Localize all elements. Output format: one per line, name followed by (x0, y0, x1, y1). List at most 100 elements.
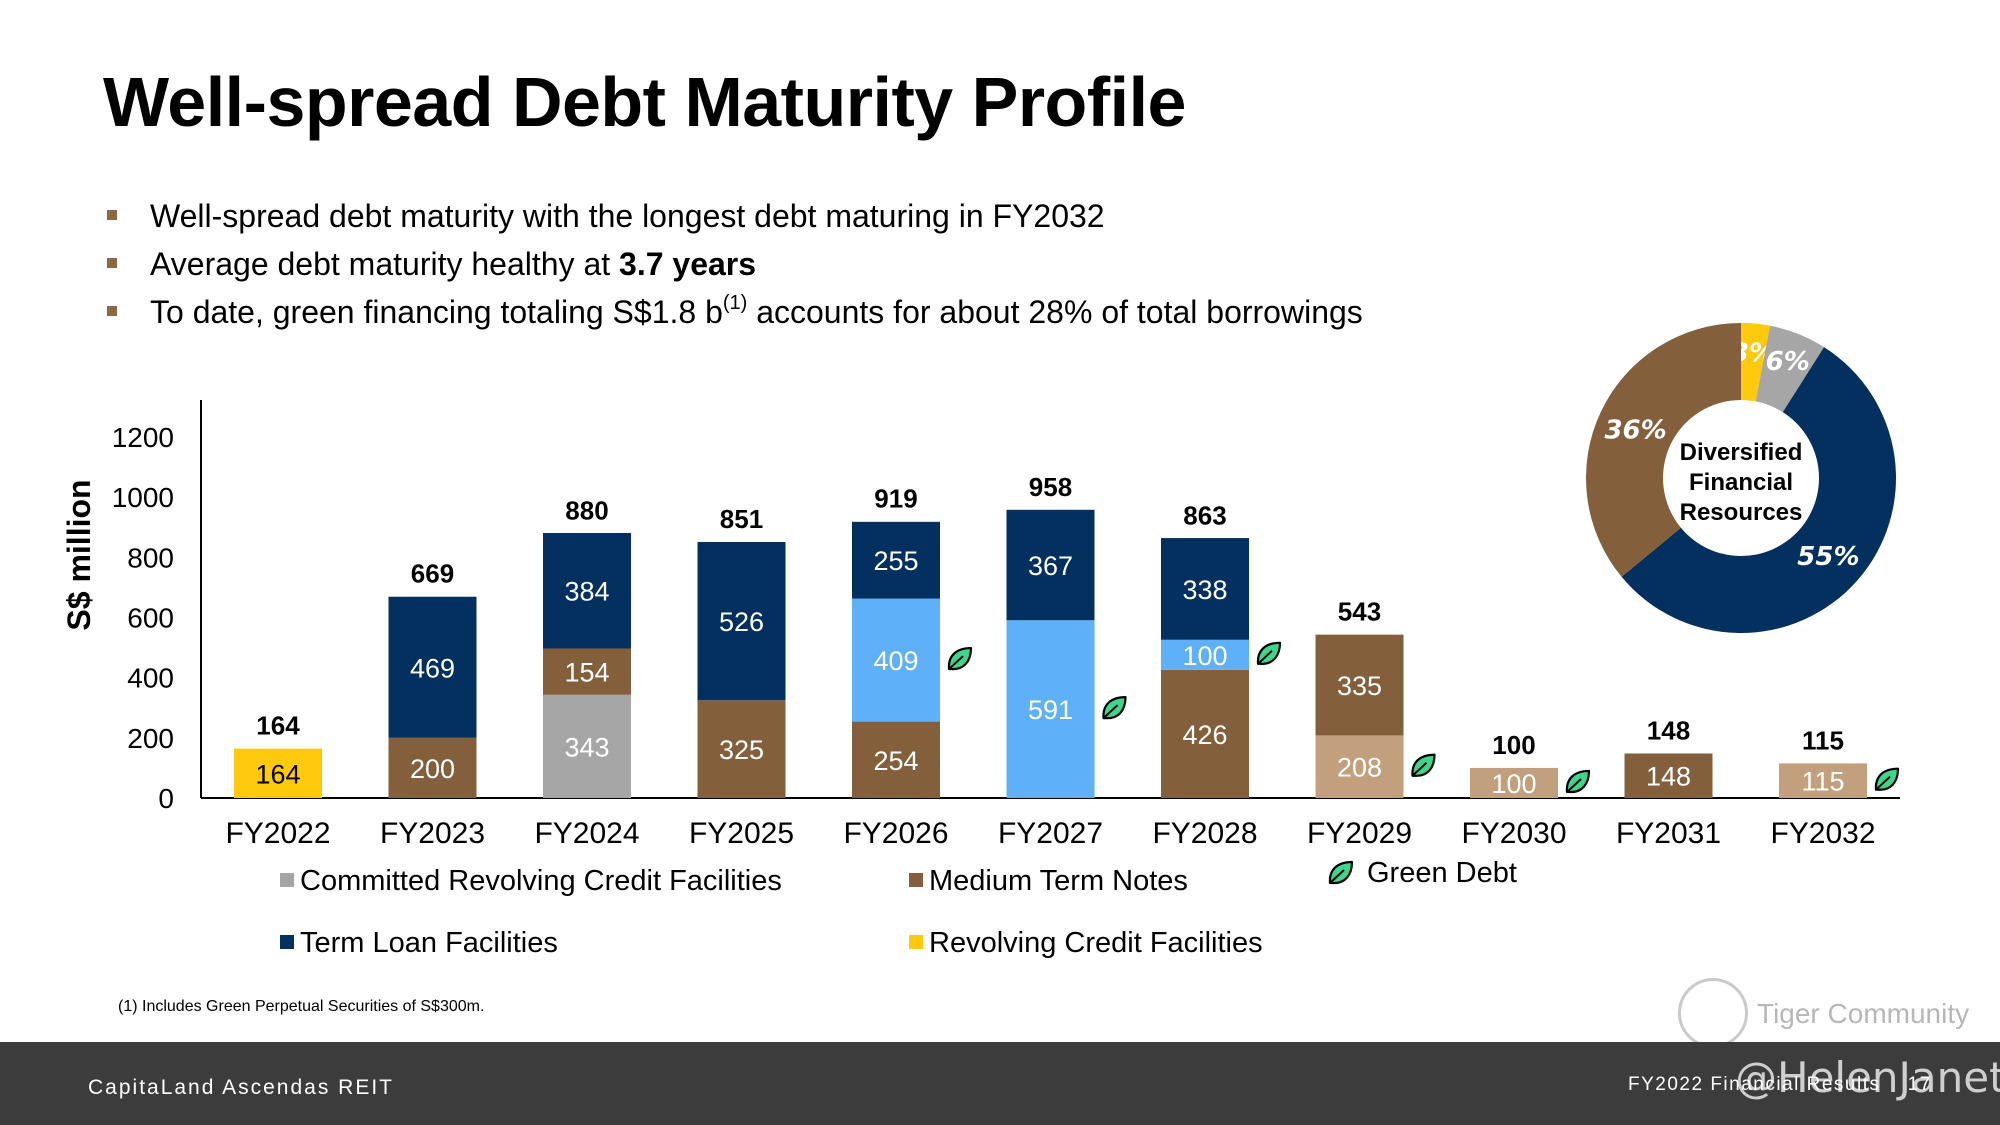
legend-green-leaf-icon (1328, 860, 1354, 885)
segment-value-label: 164 (255, 759, 300, 789)
legend-swatch (909, 873, 923, 887)
page-number: 17 (1907, 1074, 1932, 1095)
bar-segment-committed_rcf (543, 694, 631, 798)
segment-value-label: 409 (873, 646, 918, 676)
bar-segment-mtn (852, 721, 940, 798)
segment-value-label: 208 (1337, 753, 1382, 783)
green-leaf-icon (947, 646, 973, 671)
segment-value-label: 100 (1491, 769, 1536, 799)
footer-bar: CapitaLand Ascendas REIT FY2022 Financia… (0, 1042, 2000, 1125)
footnote: (1) Includes Green Perpetual Securities … (118, 998, 485, 1015)
segment-value-label: 200 (410, 754, 455, 784)
bar-total-label: 115 (1802, 725, 1844, 755)
bar-segment-mtn (1624, 753, 1713, 798)
legend-swatch (909, 935, 923, 949)
segment-value-label: 255 (873, 546, 918, 576)
donut-slice-label: 6% (1766, 347, 1810, 377)
bar-segment-term_loan (1161, 538, 1249, 640)
legend-swatch (280, 935, 294, 949)
segment-value-label: 254 (873, 746, 918, 776)
bar-segment-term_loan (852, 521, 940, 599)
donut-center-label: Resources (1680, 499, 1803, 526)
bar-segment-green_term_loan (1006, 620, 1095, 798)
bar-segment-green_mtn (1315, 735, 1404, 798)
bar-segment-mtn (1161, 669, 1249, 798)
bullet-marker (107, 306, 117, 316)
donut-center-label: Financial (1689, 469, 1793, 496)
y-tick-label: 800 (127, 542, 174, 573)
legend-label: Green Debt (1367, 857, 1517, 889)
segment-value-label: 384 (564, 577, 609, 607)
bar-segment-mtn (697, 700, 786, 798)
footer-report: FY2022 Financial Results 17 (1628, 1074, 1932, 1096)
bar-total-label: 100 (1492, 730, 1535, 760)
x-tick-label: FY2025 (689, 817, 794, 850)
footer-company: CapitaLand Ascendas REIT (88, 1076, 394, 1099)
bullet-text: To date, green financing totaling S$1.8 … (150, 294, 723, 330)
bar-segment-green_mtn (1470, 767, 1558, 798)
bar-segment-term_loan (388, 596, 477, 738)
bullet-text: Average debt maturity healthy at (150, 246, 620, 282)
y-axis-label: S$ million (61, 479, 97, 630)
bar-segment-green_term_loan (1161, 639, 1249, 670)
bullet-emphasis: 3.7 years (619, 246, 757, 282)
slide-title: Well-spread Debt Maturity Profile (103, 63, 1186, 141)
bar-segment-green_mtn (1779, 763, 1867, 798)
legend-label: Medium Term Notes (929, 865, 1188, 897)
legend-label: Term Loan Facilities (300, 927, 558, 959)
donut-center-label: Diversified (1680, 439, 1803, 466)
bullet-text: Well-spread debt maturity with the longe… (150, 198, 1105, 234)
green-leaf-icon (1102, 696, 1127, 720)
y-tick-label: 600 (127, 603, 174, 634)
donut-slice-rcf (1741, 323, 1771, 402)
x-tick-label: FY2031 (1616, 817, 1721, 850)
donut-slice-mtn (1585, 323, 1741, 577)
bar-total-label: 164 (256, 711, 300, 741)
bullet-list: Well-spread debt maturity with the longe… (105, 192, 1363, 336)
bar-total-label: 880 (565, 495, 608, 525)
bar-total-label: 543 (1338, 597, 1381, 627)
segment-value-label: 335 (1337, 671, 1382, 701)
bar-total-label: 863 (1183, 500, 1226, 530)
watermark-text: Tiger Community (1757, 998, 1970, 1029)
donut-slice-committed_rcf (1755, 325, 1825, 413)
segment-value-label: 154 (564, 658, 609, 688)
x-tick-label: FY2024 (534, 817, 639, 850)
bar-total-label: 958 (1029, 472, 1072, 502)
legend-swatch (280, 873, 294, 887)
x-tick-label: FY2027 (998, 817, 1103, 850)
segment-value-label: 148 (1646, 762, 1691, 792)
bar-total-label: 919 (874, 484, 917, 514)
segment-value-label: 338 (1182, 575, 1227, 605)
green-leaf-icon (1411, 753, 1436, 777)
donut-slice-label: 36% (1604, 415, 1666, 445)
segment-value-label: 100 (1182, 641, 1227, 671)
y-tick-label: 400 (127, 663, 174, 694)
green-leaf-icon (1565, 769, 1591, 794)
x-tick-label: FY2022 (225, 817, 330, 850)
y-tick-label: 0 (158, 783, 174, 814)
x-tick-label: FY2029 (1307, 817, 1412, 850)
bar-segment-mtn (388, 737, 477, 798)
bar-total-label: 148 (1647, 715, 1690, 745)
segment-value-label: 426 (1182, 720, 1227, 750)
x-tick-label: FY2023 (380, 817, 485, 850)
bullet-item: To date, green financing totaling S$1.8 … (105, 288, 1363, 336)
x-tick-label: FY2030 (1461, 817, 1566, 850)
green-leaf-icon (1874, 767, 1900, 791)
bar-total-label: 669 (411, 559, 454, 589)
y-tick-label: 1200 (112, 422, 174, 453)
debt-maturity-chart: 0 200 400 600 800 1000 1200 S$ million 164 164 FY2… (61, 323, 1900, 959)
bar-total-label: 851 (720, 504, 763, 534)
bullet-item: Well-spread debt maturity with the longe… (105, 192, 1363, 240)
bar-segment-rcf (234, 748, 322, 798)
segment-value-label: 591 (1028, 695, 1073, 725)
y-tick-label: 1000 (112, 482, 174, 513)
x-tick-label: FY2032 (1770, 817, 1875, 850)
legend-label: Revolving Credit Facilities (929, 927, 1263, 959)
legend-label: Committed Revolving Credit Facilities (300, 865, 782, 897)
y-tick-label: 200 (127, 723, 174, 754)
bar-segment-mtn (543, 648, 631, 695)
bullet-marker (107, 210, 117, 220)
donut-slice-label: 55% (1797, 542, 1859, 572)
